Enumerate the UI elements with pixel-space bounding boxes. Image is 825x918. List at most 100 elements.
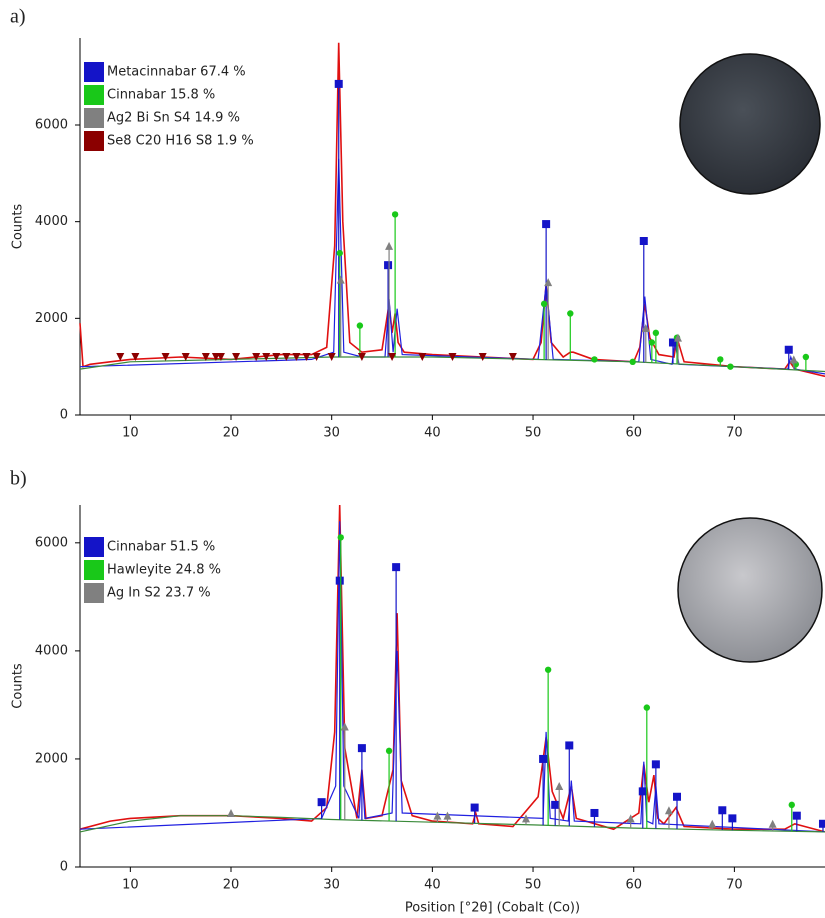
phase-marker (544, 278, 553, 287)
phase-marker (443, 811, 452, 820)
x-tick-label: 20 (223, 878, 240, 893)
phase-marker (336, 249, 343, 257)
phase-marker (181, 353, 190, 361)
phase-marker (591, 356, 598, 363)
phase-marker (232, 353, 241, 361)
phase-marker (252, 353, 261, 361)
phase-marker (336, 275, 345, 284)
legend-label: Se8 C20 H16 S8 1.9 % (107, 134, 254, 149)
phase-marker (201, 353, 210, 361)
phase-marker (385, 747, 393, 755)
x-tick-label: 70 (726, 426, 743, 441)
x-tick-label: 10 (122, 426, 139, 441)
phase-marker (478, 353, 487, 361)
profile-line (79, 356, 825, 373)
phase-marker (334, 79, 343, 88)
phase-marker (802, 353, 810, 361)
phase-marker (718, 806, 727, 815)
x-axis-label: Position [°2θ] (Cobalt (Co)) (405, 901, 580, 916)
phase-marker (648, 339, 656, 346)
phase-marker (312, 353, 321, 361)
y-tick-label: 2000 (35, 751, 68, 766)
legend-swatch (84, 537, 104, 557)
phase-marker (768, 819, 777, 828)
phase-marker (327, 353, 336, 361)
phase-marker (282, 353, 291, 361)
phase-marker (216, 353, 225, 361)
legend-swatch (84, 85, 104, 105)
phase-marker (551, 800, 560, 809)
phase-marker (565, 741, 574, 750)
phase-marker (448, 353, 457, 361)
legend-swatch (84, 108, 104, 128)
phase-marker (717, 356, 724, 363)
x-tick-label: 30 (323, 426, 340, 441)
phase-marker (788, 801, 795, 809)
phase-marker (651, 760, 660, 769)
phase-marker (792, 811, 801, 820)
panel-label: a) (10, 6, 26, 28)
legend-label: Cinnabar 15.8 % (107, 88, 215, 103)
y-axis-label: Counts (11, 204, 26, 250)
x-tick-label: 50 (525, 426, 542, 441)
phase-marker (629, 358, 636, 366)
phase-marker (356, 322, 364, 329)
phase-marker (385, 241, 394, 250)
legend-label: Ag In S2 23.7 % (107, 586, 211, 601)
phase-marker (643, 704, 651, 711)
phase-marker (540, 300, 548, 308)
phase-marker (317, 798, 326, 807)
phase-marker (357, 744, 366, 753)
phase-marker (161, 353, 170, 361)
phase-marker (652, 329, 660, 337)
legend-label: Ag2 Bi Sn S4 14.9 % (107, 111, 240, 126)
phase-marker (542, 220, 551, 229)
phase-marker (211, 353, 220, 361)
phase-marker (272, 353, 281, 361)
x-tick-label: 40 (424, 426, 441, 441)
phase-marker (664, 806, 673, 815)
x-tick-label: 50 (525, 878, 542, 893)
phase-marker (567, 310, 574, 317)
x-tick-label: 20 (223, 426, 240, 441)
y-tick-label: 4000 (35, 214, 68, 229)
phase-marker (392, 563, 401, 572)
phase-marker (470, 803, 479, 812)
panel-label: b) (10, 468, 27, 490)
legend-swatch (84, 62, 104, 82)
phase-marker (262, 353, 271, 361)
x-tick-label: 30 (323, 878, 340, 893)
phase-marker (340, 722, 349, 731)
x-tick-label: 60 (625, 878, 642, 893)
x-tick-label: 10 (122, 878, 139, 893)
phase-marker (227, 808, 236, 817)
y-tick-label: 6000 (35, 118, 68, 133)
legend-label: Hawleyite 24.8 % (107, 563, 221, 578)
phase-marker (590, 808, 599, 817)
phase-marker (708, 819, 717, 828)
profile-line (79, 158, 825, 375)
phase-marker (116, 353, 125, 361)
phase-marker (131, 353, 140, 361)
phase-marker (728, 814, 737, 823)
phase-marker (727, 363, 734, 370)
phase-marker (508, 353, 517, 361)
phase-marker (302, 353, 311, 361)
phase-marker (818, 819, 825, 828)
phase-marker (784, 345, 793, 354)
phase-marker (641, 324, 650, 332)
y-axis-label: Counts (11, 663, 26, 709)
legend-swatch (84, 560, 104, 580)
x-tick-label: 70 (726, 878, 743, 893)
y-tick-label: 0 (60, 860, 68, 875)
phase-marker (539, 754, 548, 763)
phase-marker (521, 814, 530, 823)
phase-marker (555, 781, 564, 790)
phase-marker (674, 333, 683, 342)
profile-line (79, 521, 825, 833)
y-tick-label: 6000 (35, 535, 68, 550)
sample-photo (679, 53, 821, 195)
phase-marker (418, 353, 427, 361)
phase-marker (384, 261, 393, 270)
